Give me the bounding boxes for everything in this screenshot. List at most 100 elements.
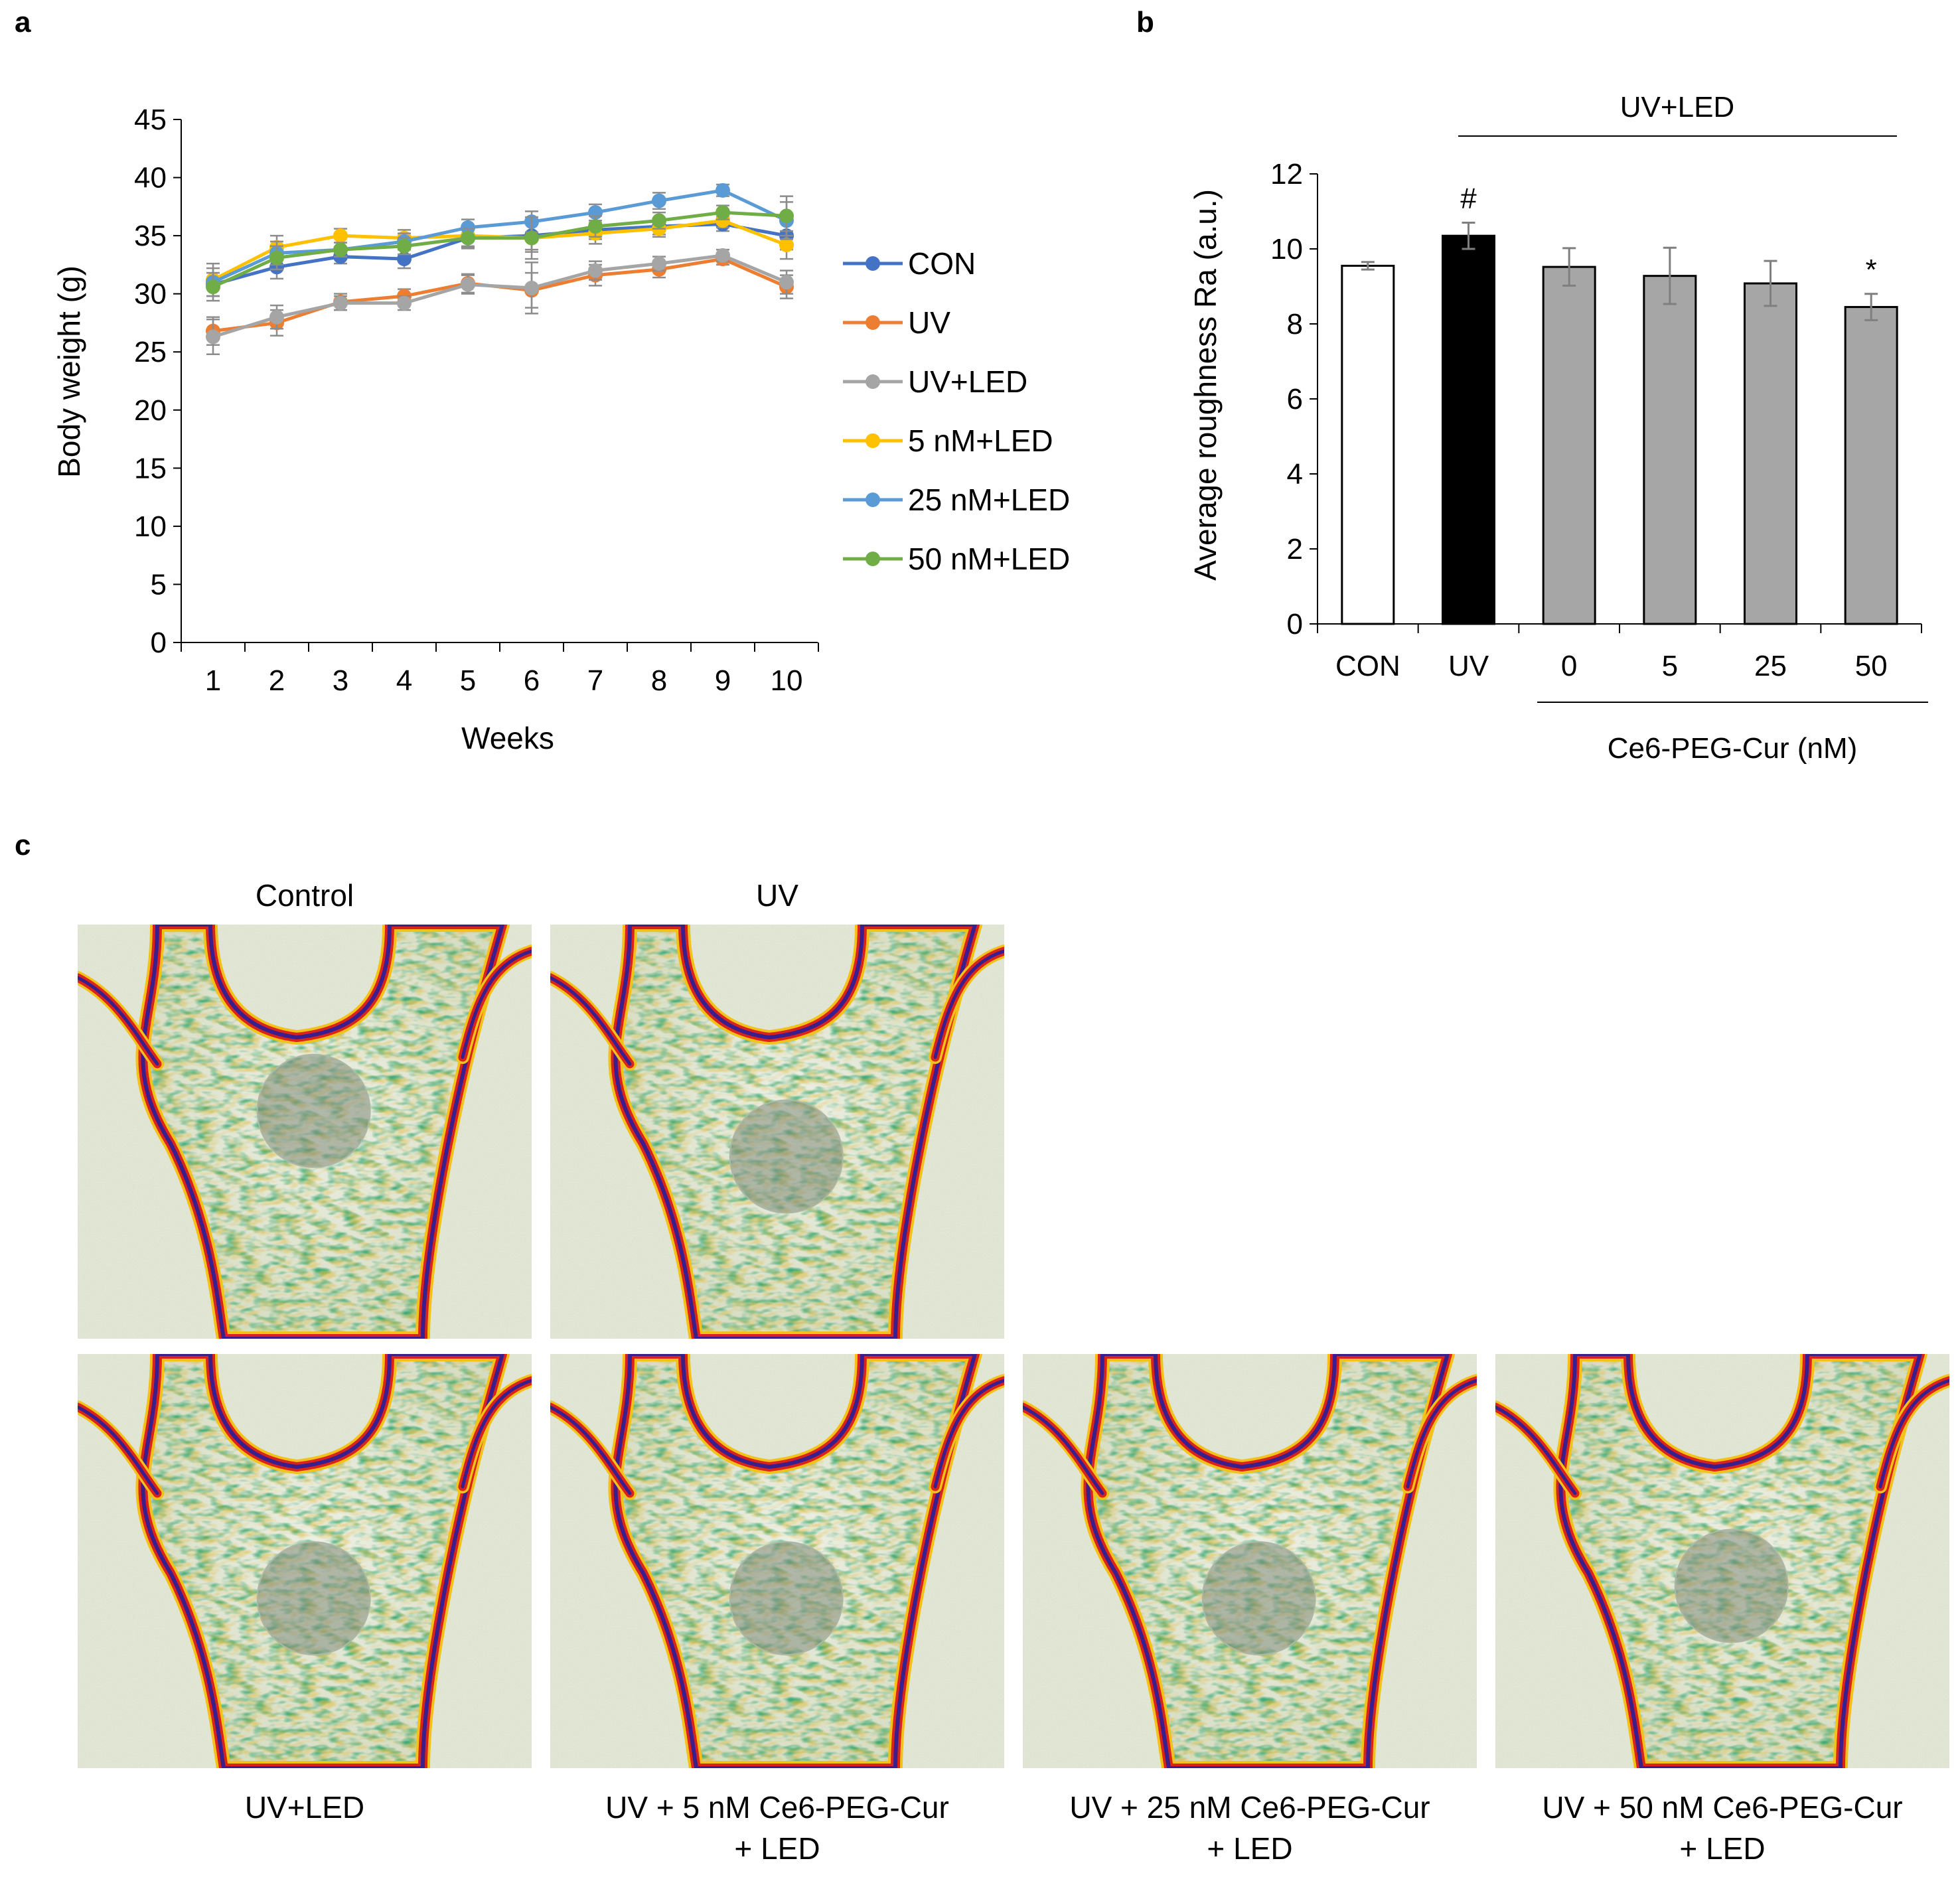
- panel-label-b: b: [1136, 6, 1154, 38]
- legend-marker: [866, 315, 880, 330]
- legend-label: CON: [908, 246, 976, 281]
- legend-marker: [866, 492, 880, 507]
- x-tick-label: 4: [396, 664, 412, 697]
- measurement-area-circle: [1674, 1529, 1789, 1643]
- bar-group: 0: [1542, 247, 1596, 682]
- data-point: [716, 183, 730, 198]
- x-axis-title: Weeks: [461, 721, 554, 755]
- series-uv-led: [206, 248, 794, 355]
- data-point: [588, 263, 603, 278]
- contour-edge: [141, 1354, 504, 1768]
- right-limb-edge: [1878, 1379, 1949, 1489]
- y-tick-label: 0: [1287, 608, 1303, 640]
- data-point: [652, 256, 666, 271]
- image-caption: + LED: [734, 1831, 820, 1866]
- data-point: [588, 219, 603, 234]
- x-tick-label: 3: [333, 664, 348, 697]
- legend-item: UV+LED: [843, 364, 1027, 399]
- image-caption: UV + 5 nM Ce6-PEG-Cur: [605, 1790, 949, 1825]
- contour-edge: [613, 925, 977, 1339]
- legend-label: 25 nM+LED: [908, 483, 1070, 517]
- bar: [1744, 282, 1797, 625]
- data-point: [779, 238, 794, 253]
- legend-marker: [866, 256, 880, 271]
- x-tick-label: 7: [587, 664, 603, 697]
- left-limb-edge: [550, 1405, 632, 1495]
- y-tick-label: 20: [134, 394, 167, 427]
- contour-edge: [141, 925, 504, 1339]
- data-point: [206, 279, 220, 295]
- data-point: [461, 277, 475, 292]
- image-caption: + LED: [1679, 1831, 1765, 1866]
- image-caption: UV+LED: [245, 1790, 364, 1825]
- contour-edge: [1086, 1354, 1450, 1768]
- y-tick-label: 4: [1287, 458, 1303, 490]
- line-chart-series: [206, 183, 794, 355]
- x-tick-label: 8: [651, 664, 667, 697]
- data-point: [652, 193, 666, 208]
- data-point: [333, 295, 348, 311]
- replica-image-6: [1495, 1354, 1949, 1768]
- legend-label: 5 nM+LED: [908, 423, 1053, 458]
- y-tick-label: 45: [134, 104, 167, 136]
- data-point: [779, 208, 794, 224]
- data-point: [652, 213, 666, 228]
- category-label: 5: [1662, 650, 1678, 682]
- measurement-area-circle: [256, 1053, 371, 1168]
- y-tick-label: 5: [151, 568, 167, 601]
- y-tick-label: 10: [1270, 233, 1303, 265]
- y-tick-label: 10: [134, 510, 167, 543]
- data-point: [461, 220, 475, 235]
- bar: [1844, 306, 1898, 625]
- series-line: [212, 254, 787, 338]
- legend-item: CON: [843, 246, 976, 281]
- y-axis-title-b: Average roughness Ra (a.u.): [1188, 189, 1223, 581]
- replica-image-4: [550, 1354, 1004, 1768]
- series-line: [212, 218, 787, 281]
- x-tick-label: 9: [715, 664, 731, 697]
- contour-edge: [1558, 1354, 1922, 1768]
- legend-label: UV: [908, 305, 950, 340]
- data-point: [461, 230, 475, 246]
- panel-label-a: a: [15, 6, 31, 38]
- y-axis-title: Body weight (g): [52, 265, 86, 478]
- bar: [1643, 275, 1697, 625]
- panel-b: b 0 2 4 6 8 10 12 CON # UV 0 5 25 * 50 UV+LED Ce6-PEG…: [1136, 6, 1928, 765]
- significance-marker: *: [1866, 254, 1877, 286]
- concentration-group-label: Ce6-PEG-Cur (nM): [1608, 732, 1858, 765]
- contour-edge: [613, 1354, 977, 1768]
- legend-marker: [866, 374, 880, 389]
- legend-marker: [866, 552, 880, 566]
- skin-replica-images: Control UV UV+LED UV + 5 nM Ce6-PEG-Cur + LE…: [78, 878, 1949, 1866]
- legend-item: 5 nM+LED: [843, 423, 1053, 458]
- y-tick-label: 8: [1287, 308, 1303, 340]
- legend-item: 50 nM+LED: [843, 542, 1070, 576]
- data-point: [206, 329, 220, 344]
- data-point: [779, 275, 794, 290]
- measurement-area-circle: [729, 1099, 844, 1214]
- left-limb-edge: [1023, 1405, 1104, 1495]
- category-label: UV: [1448, 650, 1489, 682]
- image-caption: UV + 50 nM Ce6-PEG-Cur: [1542, 1790, 1902, 1825]
- data-point: [269, 250, 284, 265]
- right-limb-edge: [1406, 1379, 1477, 1489]
- y-tick-label: 12: [1270, 158, 1303, 190]
- legend-item: UV: [843, 305, 950, 340]
- legend-marker: [866, 433, 880, 448]
- bar: [1442, 234, 1495, 625]
- x-tick-label: 1: [205, 664, 221, 697]
- series-line: [212, 257, 788, 333]
- left-limb-edge: [550, 976, 632, 1066]
- data-point: [524, 230, 539, 246]
- panel-label-c: c: [15, 829, 31, 862]
- significance-marker: #: [1460, 182, 1477, 214]
- data-point: [716, 205, 730, 220]
- x-tick-label: 5: [460, 664, 476, 697]
- data-point: [333, 242, 348, 258]
- legend-label: 50 nM+LED: [908, 542, 1070, 576]
- x-tick-label: 2: [269, 664, 285, 697]
- y-tick-label: 25: [134, 336, 167, 368]
- bar-group: CON: [1335, 261, 1400, 682]
- y-tick-label: 15: [134, 452, 167, 485]
